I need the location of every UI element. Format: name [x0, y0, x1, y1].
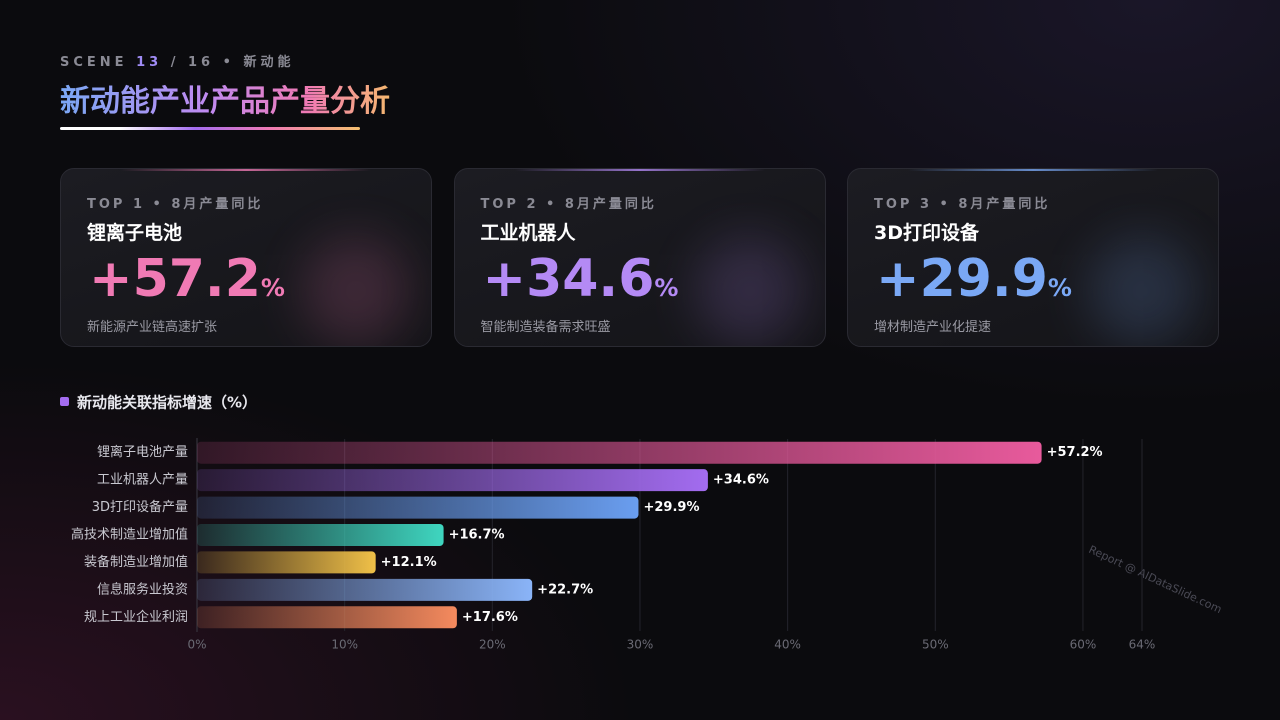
- card-accent: [514, 169, 765, 171]
- eyebrow: SCENE 13 / 16 • 新动能: [60, 51, 294, 70]
- chart-title: 新动能关联指标增速（%）: [77, 394, 257, 412]
- card-note: 新能源产业链高速扩张: [87, 320, 218, 335]
- card: TOP 2 • 8月产量同比工业机器人 +34.6% 智能制造装备需求旺盛: [453, 168, 826, 347]
- y-tick-label: 3D打印设备产量: [92, 499, 188, 515]
- watermark: Report @ AIDataSlide.com: [1087, 543, 1224, 616]
- card-glow: [694, 236, 805, 346]
- card-tag: TOP 1 • 8月产量同比: [87, 197, 264, 212]
- y-tick-label: 锂离子电池产量: [97, 444, 188, 460]
- value-label: +57.2%: [1047, 445, 1103, 460]
- card-value: +57.2%: [89, 249, 285, 309]
- bar: [197, 496, 639, 519]
- x-tick-label: 20%: [479, 638, 506, 652]
- legend-swatch: [60, 397, 69, 406]
- x-tick-label: 40%: [774, 638, 801, 652]
- card-tag: TOP 2 • 8月产量同比: [480, 197, 657, 212]
- bar: [197, 441, 1042, 464]
- x-tick-label: 60%: [1070, 638, 1097, 652]
- bar: [197, 551, 376, 574]
- card-accent: [908, 169, 1158, 171]
- card-value: +29.9%: [876, 249, 1072, 309]
- value-label: +16.7%: [449, 528, 505, 543]
- y-tick-label: 装备制造业增加值: [84, 554, 188, 570]
- card-title: 3D打印设备: [874, 222, 979, 244]
- card-glow: [301, 236, 411, 346]
- bar: [197, 606, 457, 629]
- card-value-number: +57.2: [89, 249, 261, 309]
- value-label: +22.7%: [537, 582, 593, 597]
- scene-label: SCENE: [60, 55, 128, 70]
- y-tick-label: 信息服务业投资: [97, 581, 188, 597]
- page-title: 新动能产业产品产量分析: [60, 76, 390, 120]
- value-label: +17.6%: [462, 610, 518, 625]
- card-value-unit: %: [1047, 274, 1072, 302]
- x-tick-label: 50%: [922, 638, 949, 652]
- value-label: +34.6%: [713, 473, 769, 488]
- card-tag: TOP 3 • 8月产量同比: [874, 197, 1051, 212]
- card: TOP 1 • 8月产量同比锂离子电池 +57.2% 新能源产业链高速扩张: [60, 168, 432, 347]
- bar: [197, 524, 444, 546]
- scene-total: / 16: [170, 55, 215, 70]
- bar: [197, 469, 708, 492]
- card-note: 智能制造装备需求旺盛: [480, 320, 611, 335]
- bar: [197, 578, 533, 601]
- card-glow: [1088, 236, 1198, 346]
- x-tick-label: 0%: [187, 638, 206, 652]
- scene-current: 13: [136, 55, 163, 70]
- card-note: 增材制造产业化提速: [874, 320, 992, 335]
- title-rule: [60, 127, 360, 130]
- card-value-unit: %: [654, 274, 679, 302]
- card-accent: [121, 169, 371, 171]
- card-title: 工业机器人: [480, 222, 576, 244]
- x-tick-label: 64%: [1129, 638, 1156, 652]
- card-value-number: +29.9: [876, 249, 1048, 309]
- card: TOP 3 • 8月产量同比 3D打印设备 +29.9% 增材制造产业化提速: [847, 168, 1219, 347]
- value-label: +12.1%: [381, 555, 437, 570]
- x-tick-label: 30%: [627, 638, 654, 652]
- scene-section: • 新动能: [222, 55, 295, 70]
- card-value-unit: %: [260, 274, 285, 302]
- y-tick-label: 高技术制造业增加值: [71, 527, 188, 543]
- y-tick-label: 规上工业企业利润: [84, 609, 188, 625]
- card-value-number: +34.6: [482, 249, 655, 309]
- value-label: +29.9%: [643, 500, 699, 515]
- card-title: 锂离子电池: [87, 222, 183, 244]
- y-tick-label: 工业机器人产量: [97, 473, 188, 488]
- x-tick-label: 10%: [331, 638, 358, 652]
- card-value: +34.6%: [483, 249, 679, 309]
